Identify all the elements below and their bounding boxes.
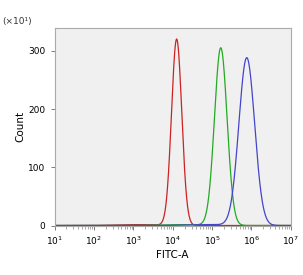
X-axis label: FITC-A: FITC-A <box>156 250 189 260</box>
Text: (×10¹): (×10¹) <box>2 16 32 26</box>
Y-axis label: Count: Count <box>15 111 25 142</box>
